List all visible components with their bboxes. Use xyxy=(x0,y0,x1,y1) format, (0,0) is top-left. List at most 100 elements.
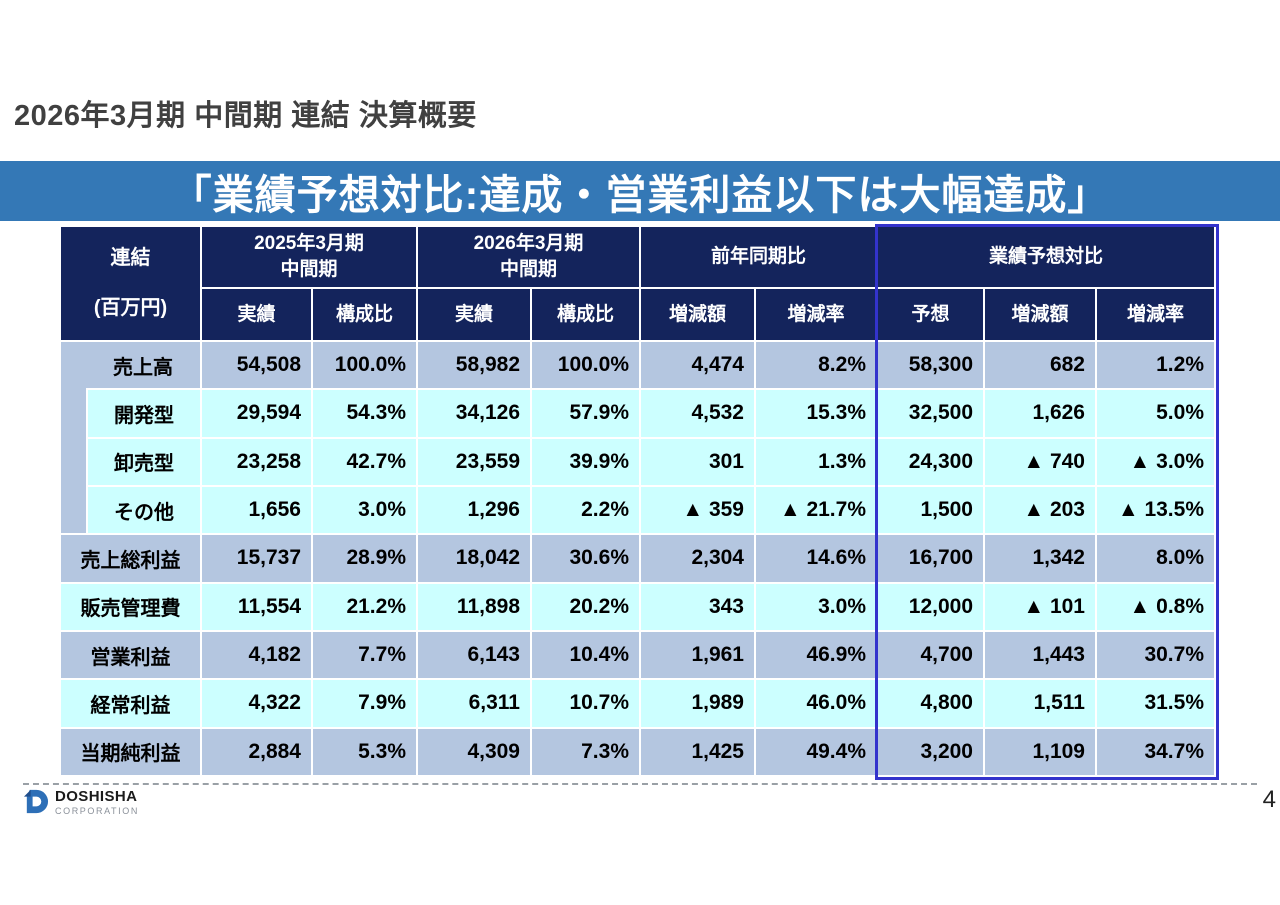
header-subcol: 増減率 xyxy=(1097,289,1216,342)
value-cell: 1,109 xyxy=(985,728,1097,777)
header-group-3: 業績予想対比 xyxy=(878,227,1216,289)
value-cell: 12,000 xyxy=(878,583,985,632)
value-cell: 34.7% xyxy=(1097,728,1216,777)
row-label: 開発型 xyxy=(86,390,200,439)
value-cell: 1,500 xyxy=(878,486,985,536)
table-corner-line2: (百万円) xyxy=(93,297,168,320)
doshisha-logo: DOSHISHA CORPORATION xyxy=(22,788,139,816)
value-cell: ▲ 359 xyxy=(641,486,756,536)
value-cell: 46.9% xyxy=(756,631,878,681)
value-cell: 46.0% xyxy=(756,680,878,729)
value-cell: 7.7% xyxy=(313,631,418,681)
row-label: 経常利益 xyxy=(61,680,202,729)
value-cell: 1,656 xyxy=(202,486,313,536)
value-cell: 3.0% xyxy=(756,583,878,632)
row-indent-strip xyxy=(61,486,86,536)
header-group-0: 2025年3月期 中間期 xyxy=(202,227,418,289)
value-cell: 100.0% xyxy=(532,342,641,391)
value-cell: 5.0% xyxy=(1097,390,1216,439)
value-cell: 1,626 xyxy=(985,390,1097,439)
value-cell: 24,300 xyxy=(878,438,985,487)
banner: 「業績予想対比:達成・営業利益以下は大幅達成」 xyxy=(0,161,1280,221)
header-subcol: 構成比 xyxy=(532,289,641,342)
value-cell: 20.2% xyxy=(532,583,641,632)
value-cell: 1,342 xyxy=(985,535,1097,584)
value-cell: 58,982 xyxy=(418,342,532,391)
value-cell: 29,594 xyxy=(202,390,313,439)
value-cell: 7.3% xyxy=(532,728,641,777)
value-cell: 343 xyxy=(641,583,756,632)
value-cell: 49.4% xyxy=(756,728,878,777)
row-label-cell: 卸売型 xyxy=(61,438,202,487)
value-cell: 11,554 xyxy=(202,583,313,632)
value-cell: 2,884 xyxy=(202,728,313,777)
value-cell: 1.3% xyxy=(756,438,878,487)
value-cell: 6,311 xyxy=(418,680,532,729)
row-label: 営業利益 xyxy=(61,631,202,681)
value-cell: 3.0% xyxy=(313,486,418,536)
header-group-1: 2026年3月期 中間期 xyxy=(418,227,641,289)
value-cell: 10.4% xyxy=(532,631,641,681)
value-cell: 42.7% xyxy=(313,438,418,487)
value-cell: 5.3% xyxy=(313,728,418,777)
footer-divider xyxy=(23,783,1257,785)
value-cell: 1,296 xyxy=(418,486,532,536)
row-label: 売上高 xyxy=(86,342,200,391)
row-indent-strip xyxy=(61,390,86,439)
value-cell: 58,300 xyxy=(878,342,985,391)
row-indent-strip xyxy=(61,438,86,487)
value-cell: 57.9% xyxy=(532,390,641,439)
banner-text: 「業績予想対比:達成・営業利益以下は大幅達成」 xyxy=(170,172,1110,218)
value-cell: 100.0% xyxy=(313,342,418,391)
header-subcol: 予想 xyxy=(878,289,985,342)
value-cell: 3,200 xyxy=(878,728,985,777)
value-cell: 1,961 xyxy=(641,631,756,681)
value-cell: 23,258 xyxy=(202,438,313,487)
value-cell: 682 xyxy=(985,342,1097,391)
value-cell: 21.2% xyxy=(313,583,418,632)
value-cell: 4,182 xyxy=(202,631,313,681)
header-subcol: 増減額 xyxy=(985,289,1097,342)
value-cell: 8.0% xyxy=(1097,535,1216,584)
row-indent-strip xyxy=(61,342,86,391)
row-label: 販売管理費 xyxy=(61,583,202,632)
value-cell: 14.6% xyxy=(756,535,878,584)
value-cell: 6,143 xyxy=(418,631,532,681)
header-subcol: 実績 xyxy=(418,289,532,342)
value-cell: 30.6% xyxy=(532,535,641,584)
value-cell: 10.7% xyxy=(532,680,641,729)
header-subcol: 増減率 xyxy=(756,289,878,342)
value-cell: 2,304 xyxy=(641,535,756,584)
value-cell: 34,126 xyxy=(418,390,532,439)
value-cell: ▲ 13.5% xyxy=(1097,486,1216,536)
value-cell: ▲ 740 xyxy=(985,438,1097,487)
value-cell: 11,898 xyxy=(418,583,532,632)
value-cell: ▲ 21.7% xyxy=(756,486,878,536)
value-cell: 4,800 xyxy=(878,680,985,729)
value-cell: 1.2% xyxy=(1097,342,1216,391)
value-cell: 32,500 xyxy=(878,390,985,439)
value-cell: 30.7% xyxy=(1097,631,1216,681)
value-cell: ▲ 101 xyxy=(985,583,1097,632)
value-cell: 2.2% xyxy=(532,486,641,536)
value-cell: 301 xyxy=(641,438,756,487)
value-cell: ▲ 0.8% xyxy=(1097,583,1216,632)
value-cell: 1,443 xyxy=(985,631,1097,681)
value-cell: 1,511 xyxy=(985,680,1097,729)
value-cell: ▲ 203 xyxy=(985,486,1097,536)
value-cell: 4,322 xyxy=(202,680,313,729)
logo-name: DOSHISHA xyxy=(55,788,138,805)
row-label: 卸売型 xyxy=(86,438,200,487)
row-label: 売上総利益 xyxy=(61,535,202,584)
value-cell: 28.9% xyxy=(313,535,418,584)
value-cell: 39.9% xyxy=(532,438,641,487)
value-cell: 54.3% xyxy=(313,390,418,439)
value-cell: 7.9% xyxy=(313,680,418,729)
row-label: その他 xyxy=(86,486,200,536)
row-label-cell: その他 xyxy=(61,486,202,536)
value-cell: 1,989 xyxy=(641,680,756,729)
table-corner-line1: 連結 xyxy=(110,246,151,269)
value-cell: 4,309 xyxy=(418,728,532,777)
value-cell: 4,474 xyxy=(641,342,756,391)
